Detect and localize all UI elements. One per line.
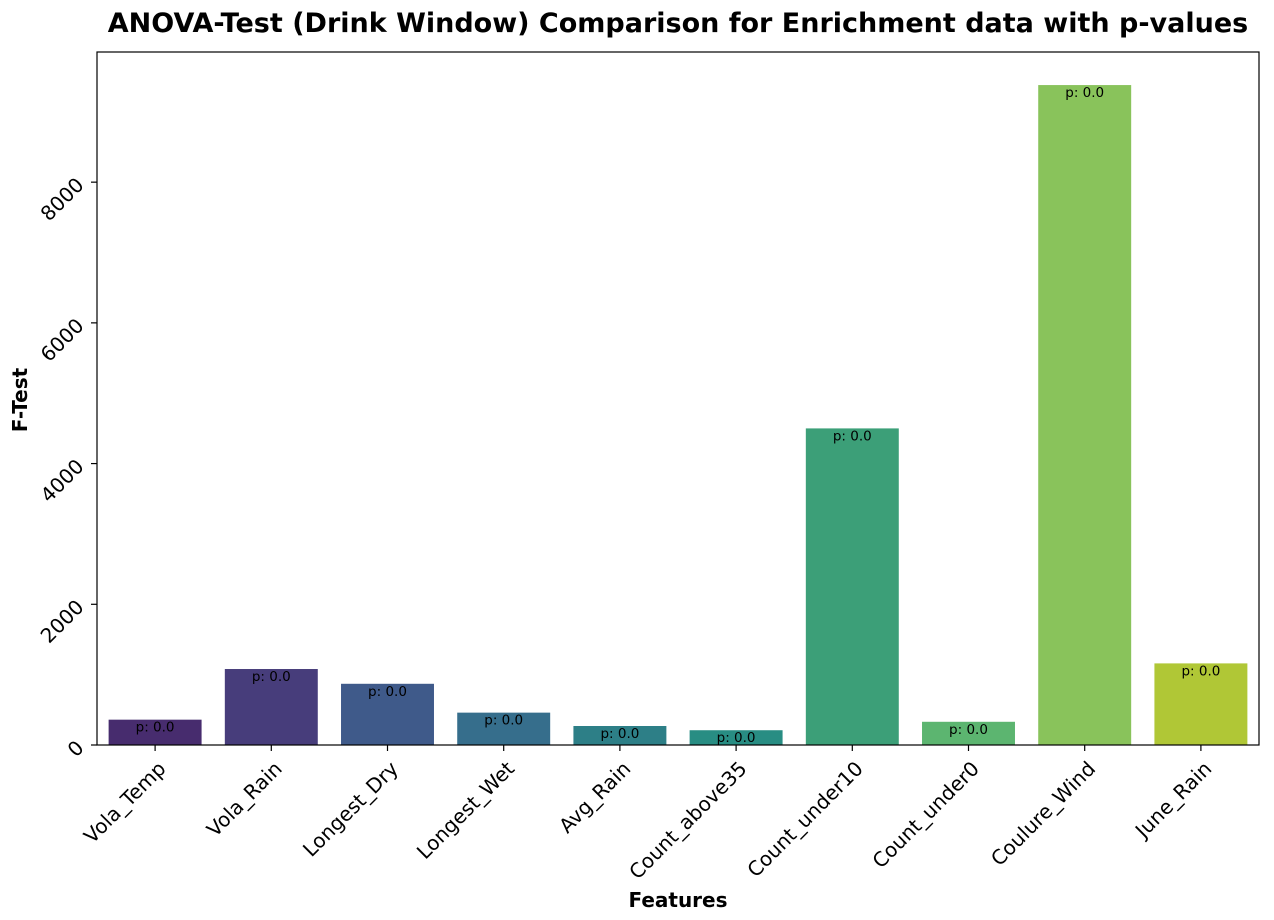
bar-vola-temp <box>108 719 202 745</box>
x-tick-label: Longest_Dry <box>298 756 403 861</box>
bar-p-value-label: p: 0.0 <box>1065 85 1104 101</box>
bar-p-value-label: p: 0.0 <box>252 669 291 685</box>
bar-p-value-label: p: 0.0 <box>949 722 988 738</box>
bar-avg-rain <box>573 726 667 745</box>
x-tick-label: June_Rain <box>1129 756 1216 843</box>
bar-count-under0 <box>922 721 1015 745</box>
bar-count-above35 <box>689 730 783 745</box>
bar-p-value-label: p: 0.0 <box>368 684 407 700</box>
bar-longest-wet <box>457 712 551 745</box>
bar-p-value-label: p: 0.0 <box>136 720 175 736</box>
x-tick-label: Count_under10 <box>742 756 867 881</box>
bar-labels-group: p: 0.0 p: 0.0 p: 0.0 p: 0.0 p: 0.0 p: 0.0 p: 0… <box>136 85 1221 746</box>
x-axis-label: Features <box>628 888 727 912</box>
bar-p-value-label: p: 0.0 <box>600 726 639 742</box>
x-tick-label: Longest_Wet <box>412 756 519 863</box>
bar-p-value-label: p: 0.0 <box>717 730 756 746</box>
bar-june-rain <box>1154 663 1248 745</box>
x-tick-label: Count_under0 <box>867 756 983 872</box>
chart-title: ANOVA-Test (Drink Window) Comparison for… <box>108 8 1248 39</box>
y-axis: 0 2000 4000 6000 8000 <box>36 173 97 762</box>
x-tick-label: Count_above35 <box>624 756 751 883</box>
bar-p-value-label: p: 0.0 <box>1181 663 1220 679</box>
bar-vola-rain <box>224 669 318 745</box>
x-tick-label: Vola_Temp <box>79 756 171 848</box>
y-axis-label: F-Test <box>8 367 32 432</box>
x-tick-label: Coulure_Wind <box>986 756 1100 870</box>
bar-coulure-wind <box>1038 85 1132 745</box>
y-tick-label: 8000 <box>36 173 89 226</box>
bars-group <box>108 85 1248 745</box>
y-tick-label: 4000 <box>36 454 89 507</box>
x-axis: Vola_Temp Vola_Rain Longest_Dry Longest_Wet… <box>79 745 1216 884</box>
x-tick-label: Vola_Rain <box>202 756 287 841</box>
y-tick-label: 2000 <box>36 595 89 648</box>
y-tick-label: 6000 <box>36 313 89 366</box>
bar-count-under10 <box>805 428 899 745</box>
bar-p-value-label: p: 0.0 <box>484 713 523 729</box>
y-tick-label: 0 <box>63 736 89 762</box>
x-tick-label: Avg_Rain <box>554 756 635 837</box>
bar-longest-dry <box>341 683 434 745</box>
bar-p-value-label: p: 0.0 <box>833 428 872 444</box>
plot-frame <box>96 51 1260 746</box>
